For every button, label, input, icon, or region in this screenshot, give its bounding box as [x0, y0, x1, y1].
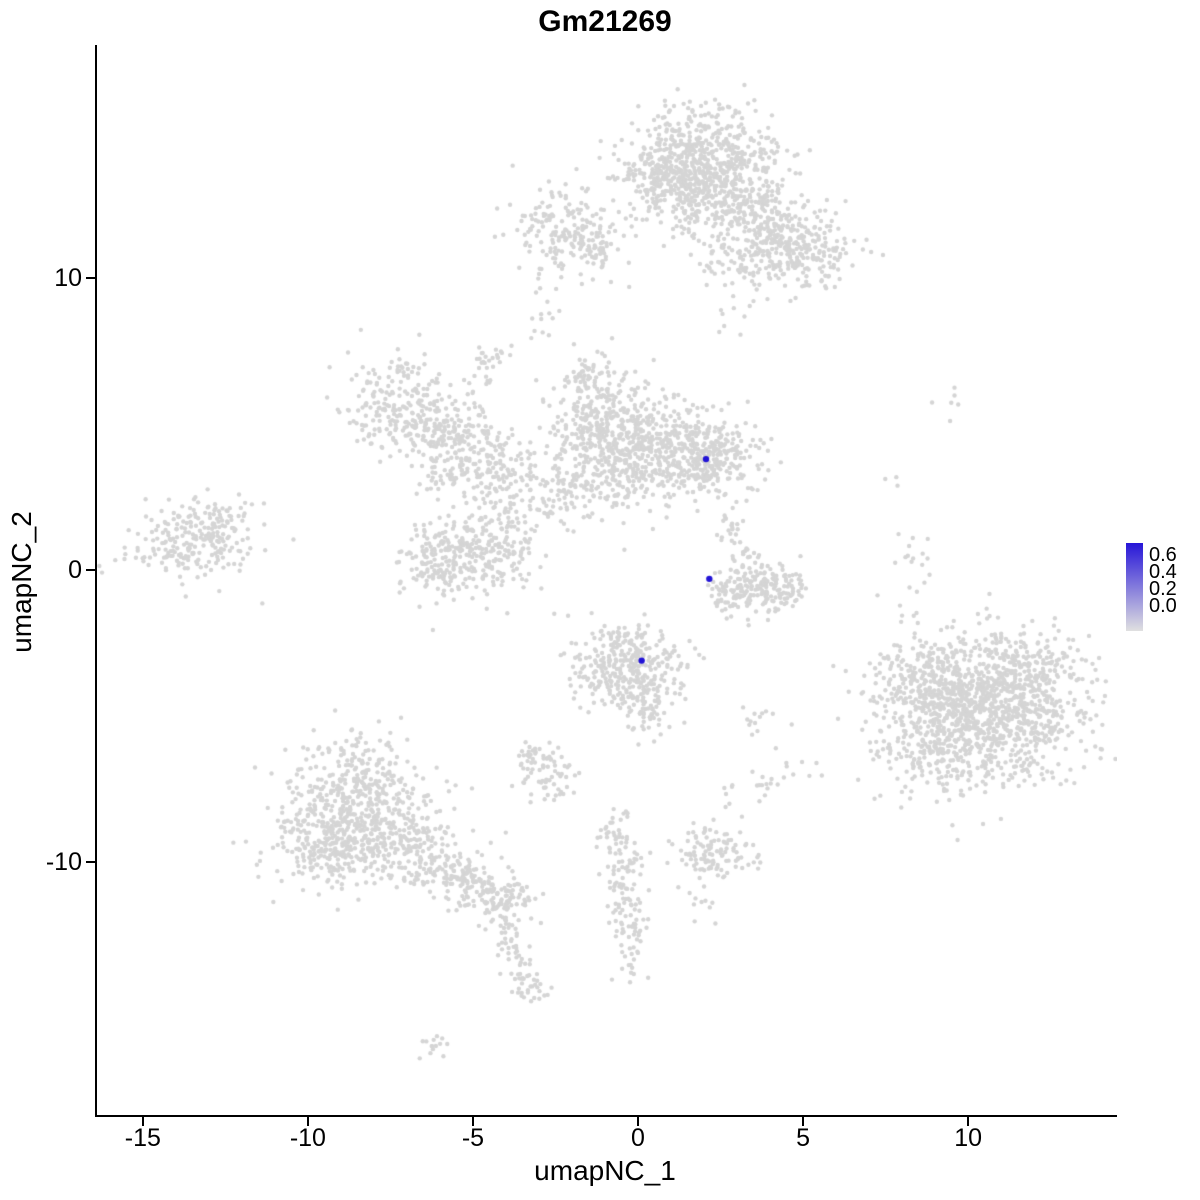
- y-tick-label: -10: [45, 848, 82, 877]
- x-tick-label: -5: [461, 1124, 485, 1152]
- y-axis-label: umapNC_2: [6, 511, 37, 653]
- umap-canvas: [97, 45, 1117, 1115]
- legend-tick-label: 0.4: [1149, 561, 1177, 583]
- x-tick-label: 0: [631, 1124, 645, 1152]
- x-tick-mark: [306, 1117, 309, 1126]
- x-axis-label: umapNC_1: [534, 1155, 676, 1186]
- x-tick-label: 10: [954, 1124, 982, 1152]
- x-tick-label: -10: [289, 1124, 326, 1152]
- plot-panel: [95, 45, 1117, 1117]
- x-tick-mark: [967, 1117, 970, 1126]
- x-tick-mark: [637, 1117, 639, 1126]
- legend-labels: 0.6 0.4 0.2 0.0: [1149, 544, 1177, 617]
- y-tick-label: 0: [68, 556, 82, 585]
- legend-tick-label: 0.0: [1149, 595, 1177, 617]
- legend-tick-label: 0.6: [1149, 544, 1177, 566]
- x-tick-label: 5: [796, 1124, 810, 1152]
- y-tick-mark: [86, 277, 95, 280]
- x-tick-mark: [802, 1117, 805, 1126]
- x-tick-mark: [141, 1117, 144, 1126]
- y-tick-mark: [86, 569, 95, 572]
- x-tick-label: -15: [124, 1124, 161, 1152]
- y-tick-label: 10: [54, 264, 82, 293]
- legend-gradient-bar: [1126, 543, 1143, 631]
- plot-title: Gm21269: [538, 5, 672, 38]
- expression-legend: 0.6 0.4 0.2 0.0: [1126, 543, 1177, 631]
- x-tick-mark: [471, 1117, 474, 1126]
- legend-tick-label: 0.2: [1149, 578, 1177, 600]
- y-tick-mark: [86, 861, 95, 864]
